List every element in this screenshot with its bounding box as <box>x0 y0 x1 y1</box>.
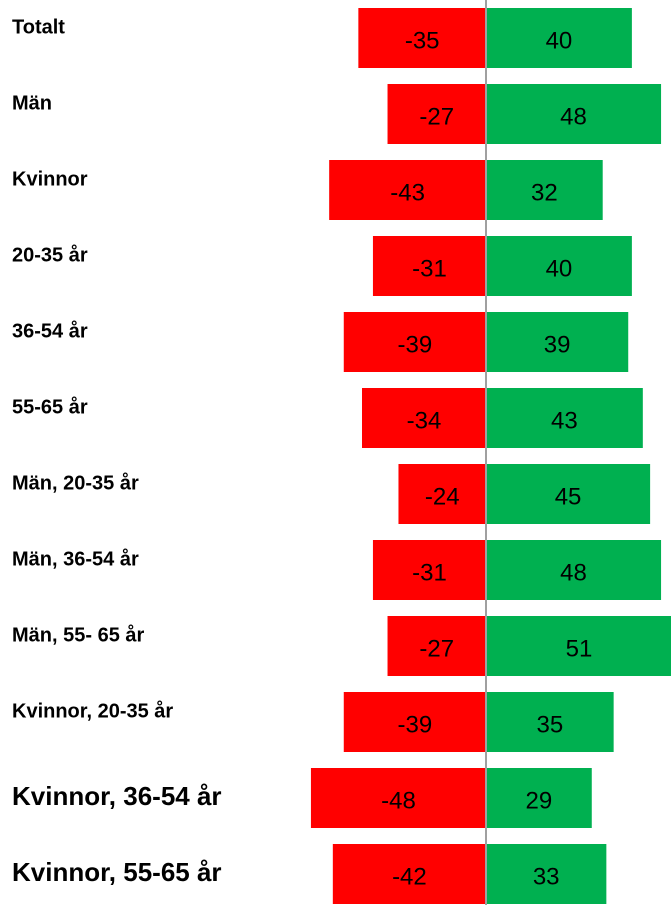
value-label: 43 <box>551 407 578 434</box>
category-label: 36-54 år <box>12 319 88 342</box>
bar <box>310 768 486 828</box>
value-label: -39 <box>398 711 433 738</box>
value-label: -31 <box>412 255 447 282</box>
value-label: 40 <box>546 255 573 282</box>
category-label: Kvinnor, 55-65 år <box>12 857 222 887</box>
bar <box>372 540 486 600</box>
bar <box>387 84 486 144</box>
category-label: Kvinnor <box>12 168 88 190</box>
category-label: Män, 20-35 år <box>12 471 139 494</box>
value-label: -24 <box>425 483 460 510</box>
bar <box>372 236 486 296</box>
bar <box>486 616 671 676</box>
bar <box>486 8 632 68</box>
category-label: Kvinnor, 36-54 år <box>12 781 222 811</box>
value-label: 39 <box>544 331 571 358</box>
category-label: Män, 55- 65 år <box>12 623 145 646</box>
value-label: -27 <box>419 103 454 130</box>
value-label: 45 <box>555 483 582 510</box>
value-label: 40 <box>546 27 573 54</box>
bar <box>329 160 486 220</box>
bar <box>486 160 603 220</box>
value-label: 29 <box>526 787 553 814</box>
bar <box>486 312 629 372</box>
category-label: Kvinnor, 20-35 år <box>12 699 173 722</box>
bar <box>486 464 651 524</box>
bar <box>486 844 607 904</box>
category-label: 20-35 år <box>12 243 88 266</box>
bar <box>332 844 486 904</box>
value-label: -34 <box>407 407 442 434</box>
bar <box>486 768 592 828</box>
bar <box>343 312 486 372</box>
bar <box>387 616 486 676</box>
bar <box>398 464 486 524</box>
category-label: Män <box>12 92 52 114</box>
value-label: -48 <box>381 787 416 814</box>
bar <box>486 236 632 296</box>
value-label: -27 <box>419 635 454 662</box>
value-label: 32 <box>531 179 558 206</box>
bar <box>486 692 614 752</box>
value-label: 48 <box>560 559 587 586</box>
value-label: -35 <box>405 27 440 54</box>
bar <box>486 388 643 448</box>
category-label: Män, 36-54 år <box>12 547 139 570</box>
value-label: 35 <box>536 711 563 738</box>
bar <box>486 540 662 600</box>
bar <box>362 388 486 448</box>
value-label: -31 <box>412 559 447 586</box>
value-label: 48 <box>560 103 587 130</box>
category-label: 55-65 år <box>12 395 88 418</box>
value-label: 33 <box>533 863 560 890</box>
bar <box>486 84 662 144</box>
category-label: Totalt <box>12 16 65 38</box>
value-label: 51 <box>566 635 593 662</box>
value-label: -39 <box>398 331 433 358</box>
bar <box>358 8 486 68</box>
value-label: -43 <box>390 179 425 206</box>
value-label: -42 <box>392 863 427 890</box>
bar <box>343 692 486 752</box>
